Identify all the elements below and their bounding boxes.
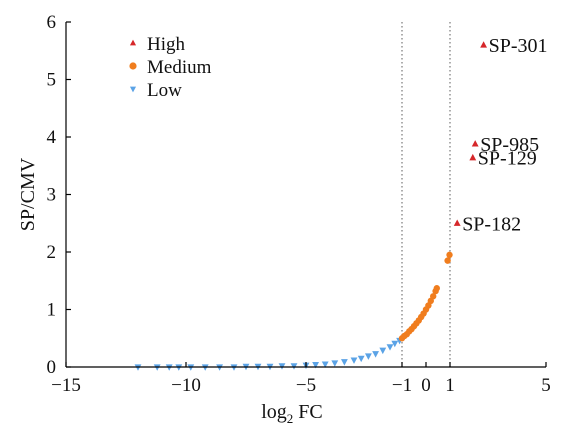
data-point-high [469,153,477,161]
y-tick-label: 0 [47,357,57,378]
data-point-low [312,362,320,369]
legend-marker-low [129,86,137,93]
point-annotation: SP-182 [462,213,521,235]
y-tick-label: 2 [47,242,57,263]
x-axis-label-subscript: 2 [287,411,294,426]
data-point-low [364,353,372,360]
legend-label-medium: Medium [147,57,212,78]
point-annotation: SP-301 [489,35,548,57]
data-point-low [331,360,339,367]
y-tick-label: 4 [47,127,57,148]
legend-label-high: High [147,34,186,55]
data-point-low [386,344,394,351]
x-tick-label: −1 [392,375,412,396]
data-point-low [321,361,329,368]
series-high [453,41,488,226]
data-point-low [350,357,358,364]
data-point-medium [430,293,437,300]
x-axis-label-rest: FC [293,401,322,423]
y-tick-label: 5 [47,70,57,91]
data-points [134,41,488,371]
data-point-medium [444,257,451,264]
x-axis-label: log2 FC [261,401,323,426]
y-tick-label: 3 [47,185,57,206]
x-tick-label: −5 [296,375,316,396]
x-axis-label-main: log [261,401,287,423]
data-point-high [471,140,479,147]
x-tick-label: 0 [421,375,431,396]
data-point-low [372,351,380,358]
legend-label-low: Low [147,80,182,101]
data-point-high [480,41,488,48]
y-tick-label: 6 [47,12,57,33]
point-annotation: SP-129 [478,148,537,170]
x-tick-label: 5 [541,375,551,396]
x-tick-label: −15 [51,375,81,396]
legend-marker-medium [129,62,137,70]
y-axis-label: SP/CMV [17,157,39,231]
x-tick-label: 1 [445,375,455,396]
y-tick-label: 1 [47,300,57,321]
data-point-low [340,359,348,366]
threshold-lines [401,22,451,367]
data-point-medium [446,251,453,259]
x-tick-label: −10 [171,375,201,396]
data-point-low [379,347,387,355]
data-point-medium [433,285,440,292]
data-point-low [357,355,365,363]
legend-marker-high [129,39,137,46]
series-low [134,337,404,371]
point-annotation: SP-985 [480,134,539,156]
series-medium [398,251,453,342]
data-point-high [453,219,461,226]
data-point-low [391,340,399,348]
